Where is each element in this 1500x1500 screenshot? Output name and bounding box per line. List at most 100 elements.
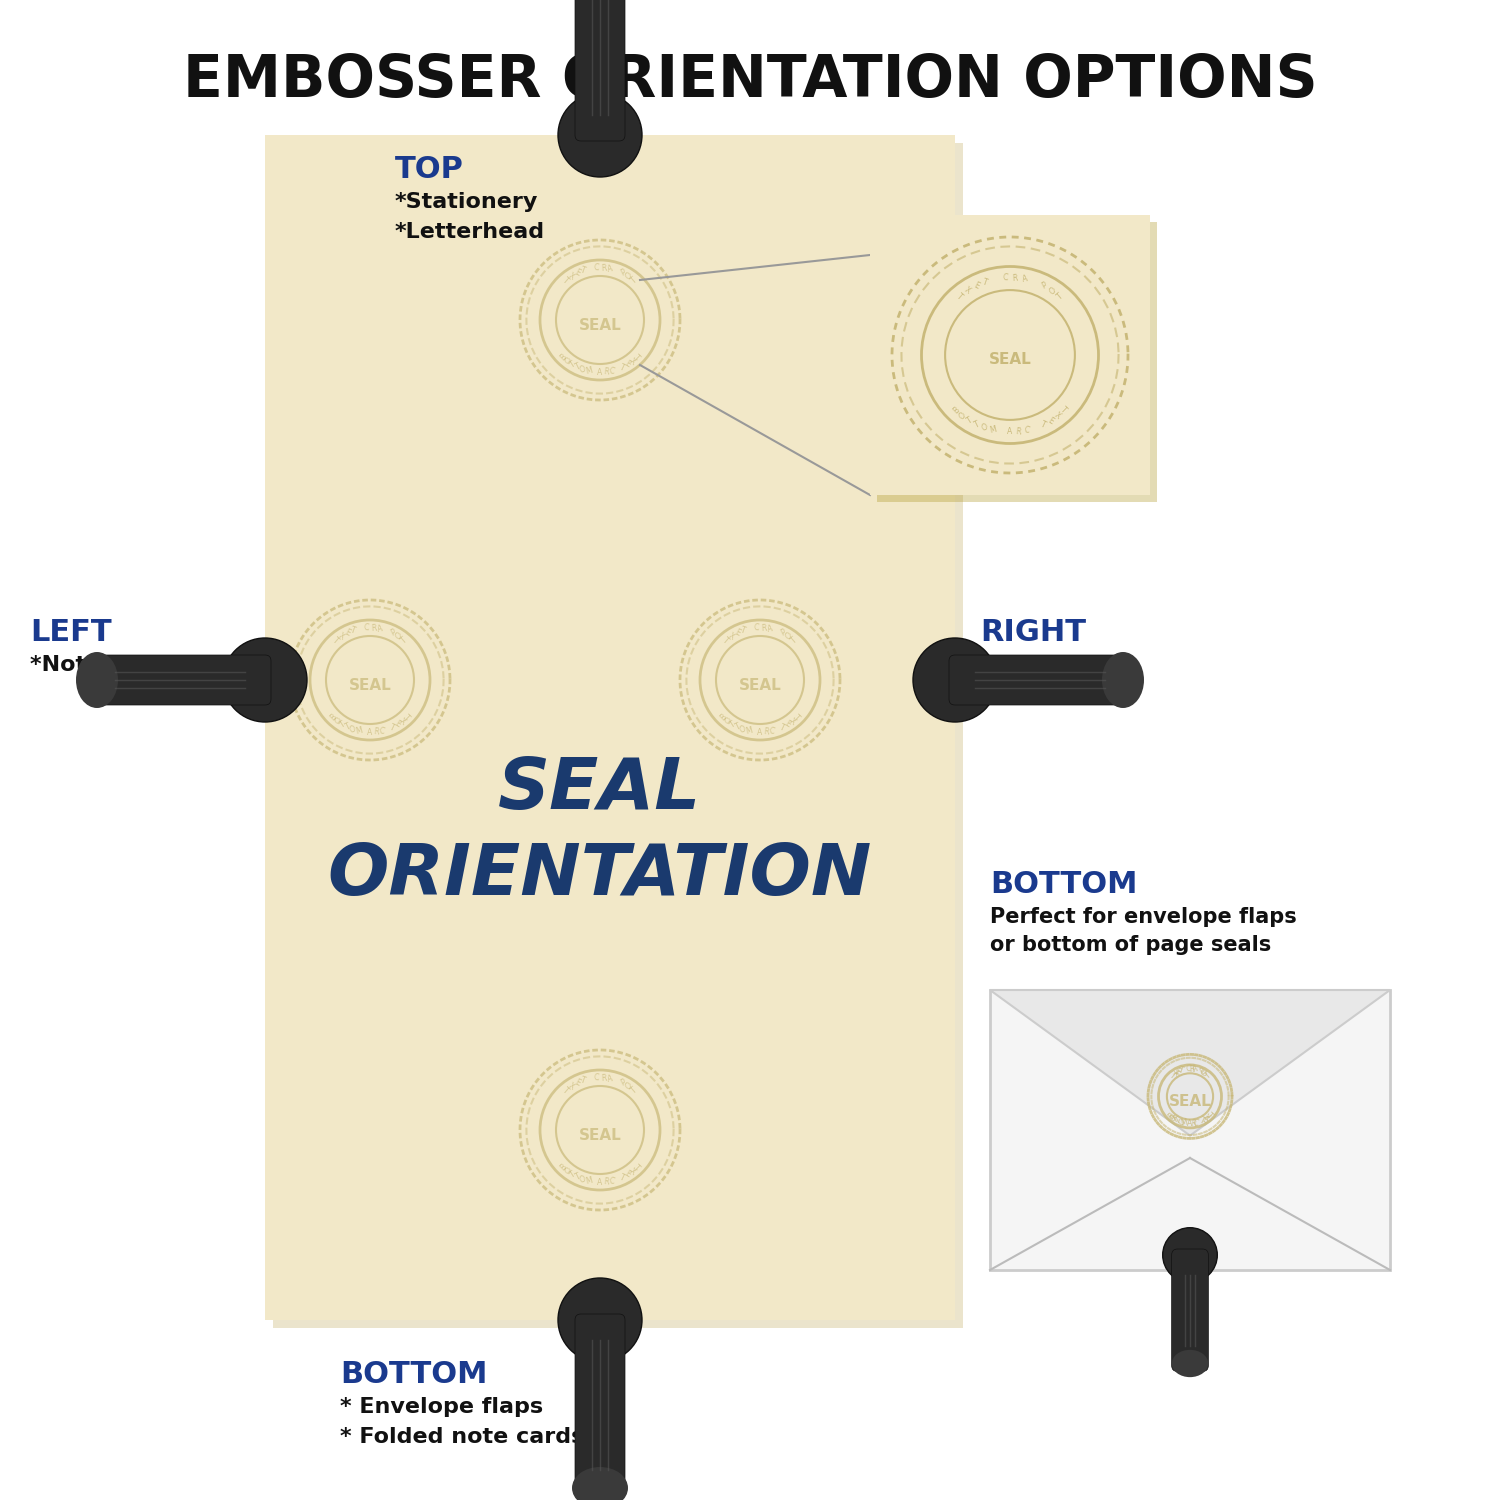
- Text: B: B: [558, 1162, 568, 1173]
- Text: T: T: [1056, 292, 1065, 302]
- Text: P: P: [620, 268, 627, 278]
- Text: T: T: [574, 1172, 582, 1182]
- Text: T: T: [339, 720, 346, 729]
- Text: R: R: [600, 262, 606, 273]
- Text: M: M: [744, 726, 753, 736]
- Text: E: E: [1174, 1066, 1182, 1077]
- Text: *Not Common: *Not Common: [30, 656, 204, 675]
- Text: T: T: [966, 416, 974, 426]
- Text: C: C: [768, 726, 776, 736]
- Text: A: A: [1192, 1065, 1198, 1074]
- Text: TOP: TOP: [394, 154, 464, 184]
- Text: X: X: [788, 716, 796, 726]
- Text: O: O: [1168, 1113, 1179, 1124]
- Text: * Book page: * Book page: [980, 656, 1131, 675]
- Text: X: X: [336, 632, 346, 642]
- Text: T: T: [722, 636, 730, 645]
- Text: *Letterhead: *Letterhead: [394, 222, 544, 242]
- Text: or bottom of page seals: or bottom of page seals: [990, 934, 1270, 956]
- Text: * Folded note cards: * Folded note cards: [340, 1426, 585, 1448]
- Text: E: E: [1200, 1114, 1209, 1125]
- Text: A: A: [1188, 1119, 1192, 1128]
- Text: X: X: [963, 285, 972, 296]
- Text: O: O: [579, 364, 588, 375]
- Text: X: X: [1170, 1068, 1179, 1078]
- Text: T: T: [956, 292, 964, 302]
- Text: C: C: [1192, 1118, 1200, 1128]
- Text: O: O: [624, 272, 634, 282]
- Text: T: T: [1172, 1114, 1180, 1125]
- Text: X: X: [567, 1082, 576, 1092]
- Circle shape: [558, 93, 642, 177]
- Text: T: T: [1040, 420, 1047, 429]
- Text: O: O: [579, 1174, 588, 1185]
- Text: A: A: [758, 728, 762, 736]
- Text: R: R: [1190, 1119, 1196, 1128]
- Text: E: E: [783, 720, 792, 729]
- Text: SEAL: SEAL: [579, 1128, 621, 1143]
- Text: E: E: [972, 280, 981, 291]
- Text: T: T: [1178, 1065, 1185, 1076]
- Text: T: T: [740, 626, 747, 636]
- FancyBboxPatch shape: [950, 656, 1131, 705]
- Text: T: T: [344, 722, 352, 732]
- Text: T: T: [388, 722, 396, 732]
- Text: T: T: [568, 360, 578, 369]
- Text: O: O: [624, 1082, 634, 1092]
- Text: LEFT: LEFT: [30, 618, 111, 646]
- Text: R: R: [760, 622, 766, 633]
- Text: R: R: [1013, 273, 1019, 284]
- Ellipse shape: [1102, 652, 1144, 708]
- Text: E: E: [393, 720, 402, 729]
- Text: T: T: [618, 1172, 626, 1182]
- Text: X: X: [567, 272, 576, 282]
- Text: T: T: [789, 636, 800, 645]
- Text: SEAL: SEAL: [348, 678, 392, 693]
- Text: A: A: [368, 728, 372, 736]
- Text: E: E: [573, 268, 580, 278]
- Text: A: A: [597, 1178, 603, 1186]
- Text: C: C: [378, 726, 386, 736]
- Text: O: O: [723, 716, 734, 726]
- Circle shape: [224, 638, 308, 722]
- Text: X: X: [398, 716, 406, 726]
- Text: C: C: [594, 1072, 600, 1083]
- Text: C: C: [753, 622, 759, 633]
- Text: A: A: [1022, 274, 1029, 285]
- Text: T: T: [402, 712, 411, 723]
- Text: T: T: [399, 636, 410, 645]
- Text: A: A: [606, 264, 613, 273]
- Text: T: T: [1203, 1071, 1212, 1080]
- Text: O: O: [562, 356, 573, 366]
- Text: O: O: [394, 632, 404, 642]
- Text: E: E: [622, 1170, 632, 1179]
- Text: P: P: [388, 628, 398, 638]
- Text: P: P: [1198, 1066, 1206, 1077]
- Text: R: R: [370, 622, 376, 633]
- Text: E: E: [573, 1078, 580, 1088]
- Text: T: T: [632, 1162, 640, 1173]
- Text: R: R: [603, 368, 609, 376]
- Ellipse shape: [572, 1467, 628, 1500]
- Text: T: T: [579, 1076, 586, 1086]
- Text: T: T: [729, 720, 736, 729]
- Text: RIGHT: RIGHT: [980, 618, 1086, 646]
- FancyBboxPatch shape: [273, 142, 963, 1328]
- Text: B: B: [328, 712, 339, 723]
- Text: T: T: [778, 722, 786, 732]
- Text: B: B: [951, 405, 962, 416]
- Text: O: O: [981, 423, 990, 433]
- Text: O: O: [740, 724, 747, 735]
- Text: E: E: [1046, 416, 1054, 426]
- FancyBboxPatch shape: [990, 990, 1390, 1270]
- Text: C: C: [1185, 1065, 1191, 1074]
- Text: X: X: [1053, 411, 1062, 422]
- Text: R: R: [603, 1178, 609, 1186]
- Text: Perfect for envelope flaps: Perfect for envelope flaps: [990, 908, 1296, 927]
- Text: T: T: [574, 362, 582, 372]
- Text: O: O: [333, 716, 344, 726]
- Text: B: B: [1166, 1112, 1176, 1120]
- Text: R: R: [372, 728, 380, 736]
- Text: T: T: [568, 1170, 578, 1179]
- Text: SEAL: SEAL: [579, 318, 621, 333]
